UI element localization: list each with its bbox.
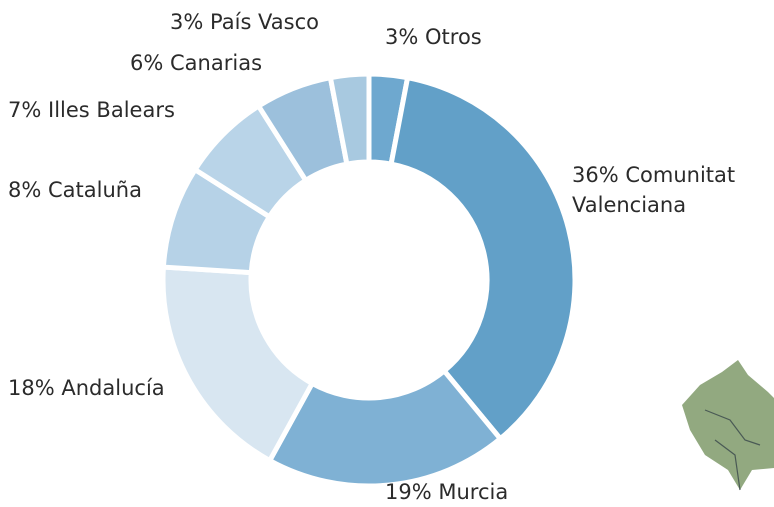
slice-label: 19% Murcia: [385, 477, 508, 507]
category-label: Illes Balears: [48, 98, 175, 122]
map-decoration: [682, 360, 774, 491]
slice-label: 3% Otros: [385, 22, 482, 52]
value-label: 19%: [385, 480, 432, 504]
donut-segment: [327, 71, 372, 168]
value-label: 8%: [8, 178, 42, 202]
donut-segment: [160, 264, 316, 464]
slice-label: 7% Illes Balears: [8, 95, 175, 125]
map-lines: [704, 409, 761, 491]
category-label: Murcia: [438, 480, 509, 504]
category-label: Andalucía: [61, 376, 165, 400]
value-label: 3%: [170, 10, 204, 34]
slice-label: 8% Cataluña: [8, 175, 142, 205]
donut-segment: [388, 74, 578, 443]
slice-label: 18% Andalucía: [8, 373, 165, 403]
slice-label: 6% Canarias: [130, 48, 262, 78]
category-label: Cataluña: [48, 178, 142, 202]
category-label: Comunitat Valenciana: [572, 163, 736, 217]
donut-segment: [266, 367, 504, 489]
value-label: 18%: [8, 376, 55, 400]
value-label: 6%: [130, 51, 164, 75]
map-shape: [682, 360, 774, 490]
slice-label: 3% País Vasco: [170, 7, 319, 37]
category-label: Canarias: [170, 51, 263, 75]
slice-label: 36% Comunitat Valenciana: [572, 160, 752, 220]
value-label: 36%: [572, 163, 619, 187]
value-label: 7%: [8, 98, 42, 122]
value-label: 3%: [385, 25, 419, 49]
category-label: Otros: [425, 25, 482, 49]
category-label: País Vasco: [210, 10, 319, 34]
